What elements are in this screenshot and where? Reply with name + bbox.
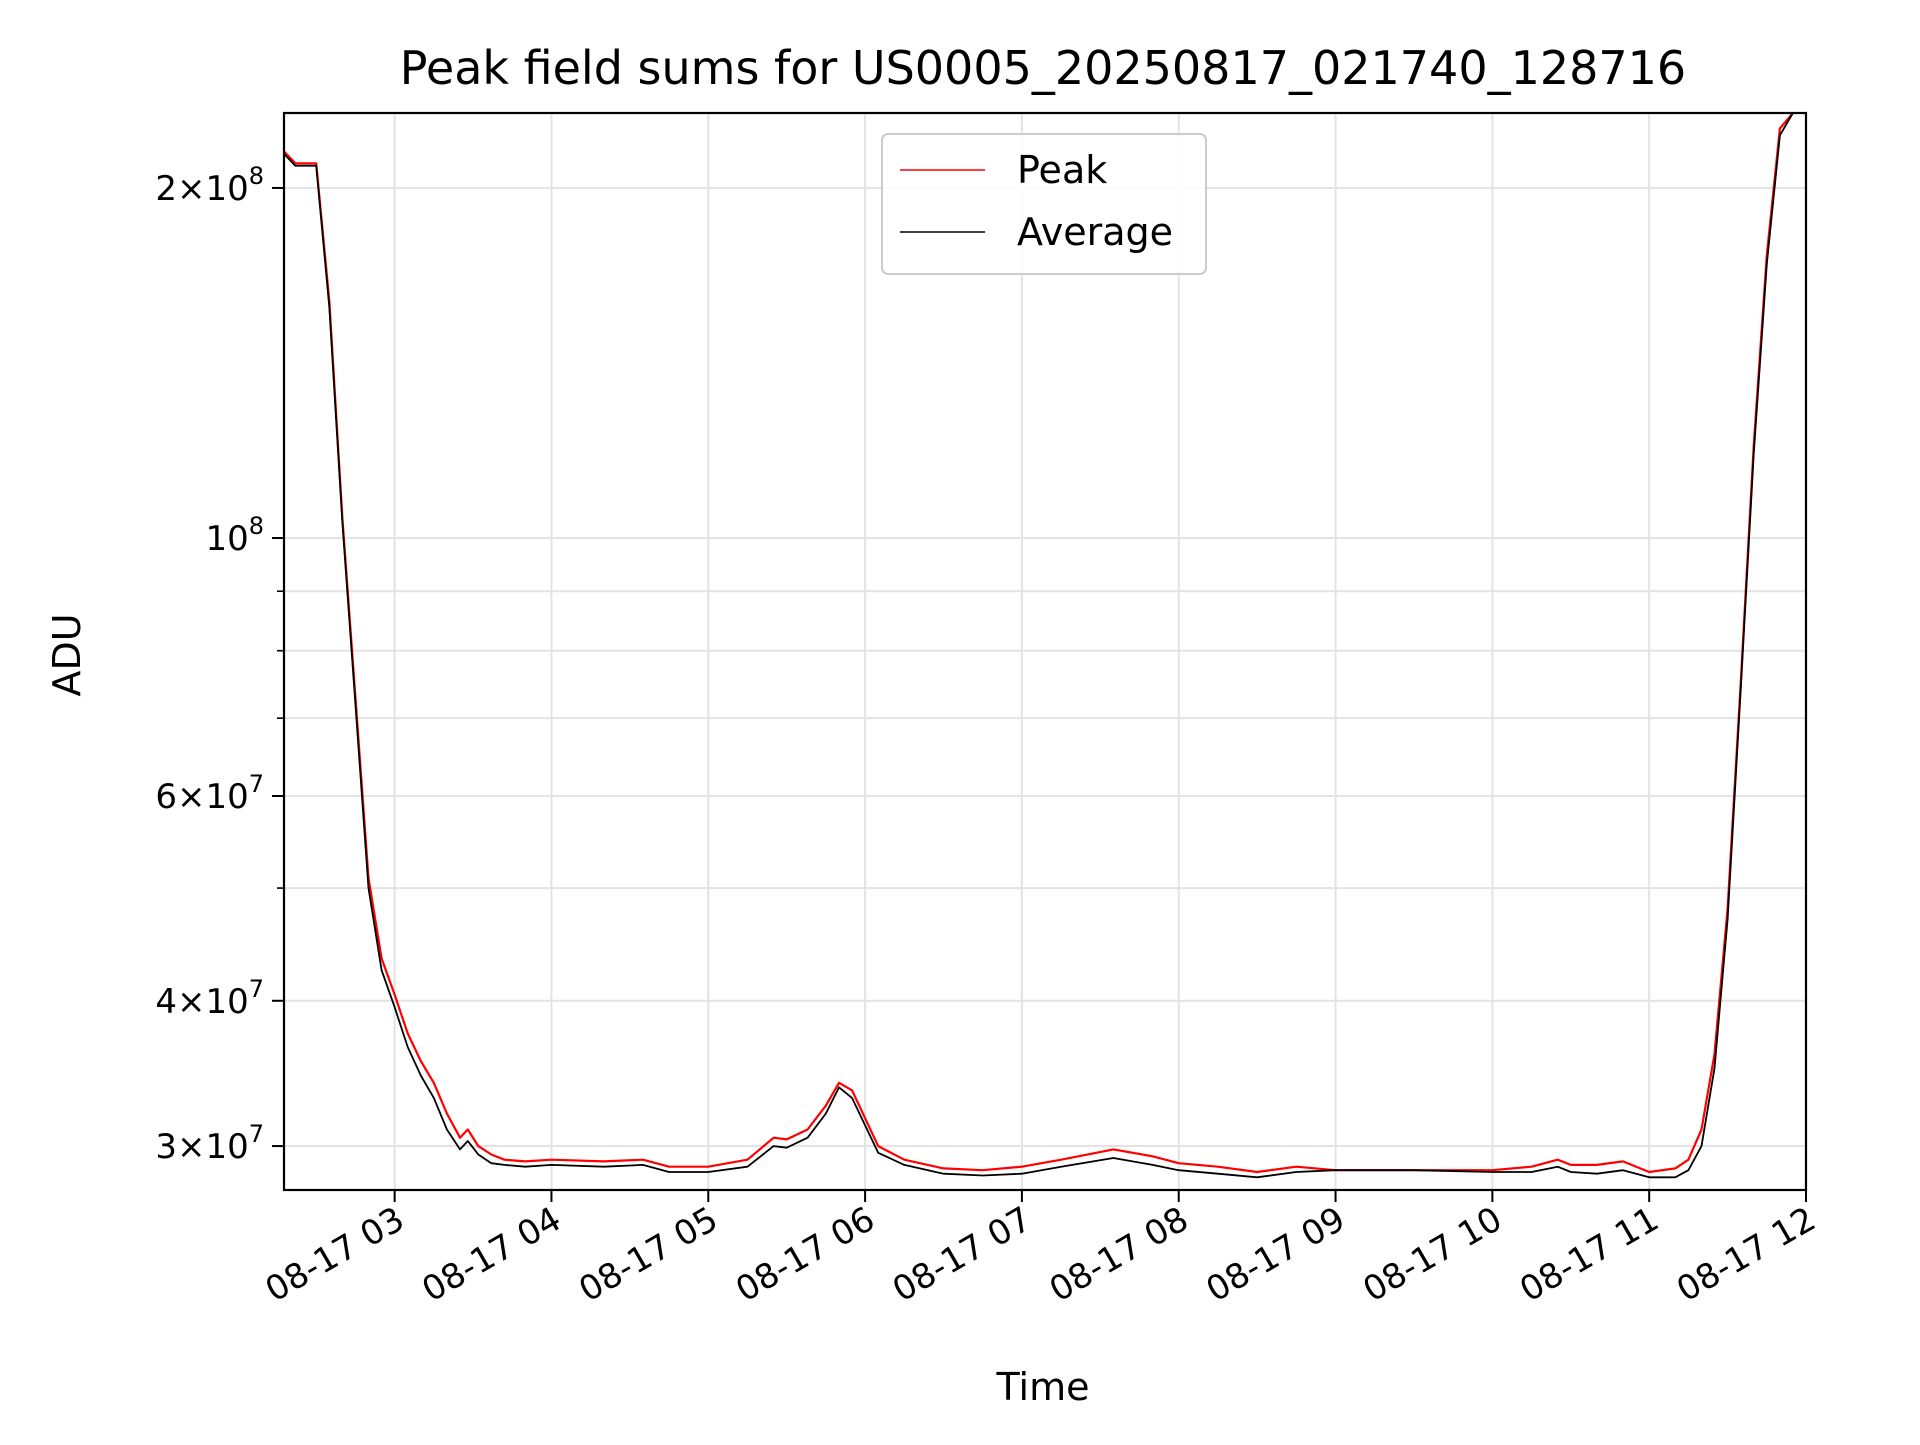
x-tick-label: 08-17 06: [729, 1199, 881, 1310]
y-tick-label: 4×107: [155, 975, 264, 1022]
x-tick-label: 08-17 04: [416, 1199, 568, 1310]
x-tick-label: 08-17 07: [886, 1199, 1038, 1310]
x-axis-label: Time: [996, 1365, 1090, 1409]
x-tick-label: 08-17 09: [1200, 1199, 1352, 1310]
chart-title: Peak field sums for US0005_20250817_0217…: [400, 41, 1686, 95]
axis-ticks: 08-17 03 08-17 04 08-17 05 08-17 06 08-17 07…: [155, 162, 1822, 1310]
y-tick-label: 3×107: [155, 1120, 264, 1167]
x-tick-label: 08-17 05: [572, 1199, 724, 1310]
x-tick-label: 08-17 11: [1513, 1199, 1665, 1310]
x-tick-label: 08-17 08: [1043, 1199, 1195, 1310]
y-tick-label: 2×108: [155, 162, 264, 209]
series-line-peak: [284, 113, 1794, 1174]
series-line-average: [284, 113, 1794, 1179]
x-tick-label: 08-17 10: [1356, 1199, 1508, 1310]
x-tick-label: 08-17 12: [1670, 1199, 1822, 1310]
legend-label-peak: Peak: [1017, 148, 1107, 192]
legend-box: [881, 133, 1207, 275]
x-tick-label: 08-17 03: [259, 1199, 411, 1310]
y-axis-label: ADU: [45, 613, 89, 696]
y-tick-label: 108: [205, 512, 264, 559]
legend-label-average: Average: [1017, 210, 1173, 254]
legend: Peak Average: [881, 133, 1207, 275]
plot-series: [284, 113, 1794, 1179]
y-tick-label: 6×107: [155, 770, 264, 817]
